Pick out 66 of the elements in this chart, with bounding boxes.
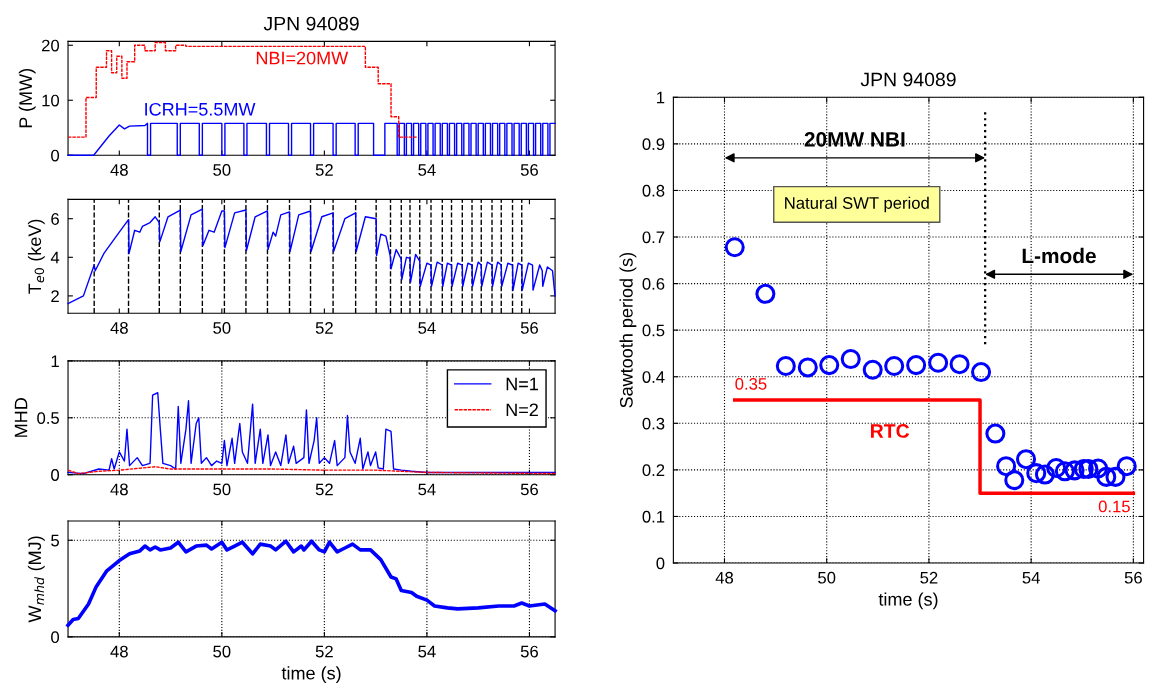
annotation: L-mode [1022,247,1096,264]
x-tick-label: 56 [520,645,538,658]
y-tick-label: 0.4 [642,371,665,383]
x-tick-label: 56 [520,322,538,334]
legend-label: N=1 [506,377,538,391]
y-tick-label: 4 [50,251,60,264]
annotation: 20MW NBI [804,131,905,147]
y-tick-label: 1 [657,91,665,104]
y-axis-title: P (MW) [18,69,36,128]
y-tick-label: 0 [51,469,60,481]
x-tick-label: 56 [520,483,538,496]
y-tick-label: 0.6 [642,277,665,290]
y-tick-label: 0.3 [642,417,665,430]
x-tick-label: 54 [418,322,436,334]
x-axis-title: time (s) [281,666,341,684]
y-tick-label: 20 [42,39,60,52]
x-tick-label: 50 [213,164,231,176]
y-tick-label: 0.1 [642,510,665,523]
x-tick-label: 50 [213,322,231,334]
data-label: 0.35 [735,377,767,390]
x-tick-label: 50 [213,645,231,658]
y-tick-label: 0 [51,631,60,644]
y-tick-label: 10 [42,94,60,107]
chart-title: JPN 94089 [263,16,359,31]
y-tick-label: 0 [656,557,665,570]
x-tick-label: 48 [715,571,734,584]
x-tick-label: 48 [110,322,128,334]
y-axis-title: Sawtooth period (s) [619,253,637,408]
x-tick-label: 54 [418,645,436,658]
x-tick-label: 52 [315,645,333,658]
x-tick-label: 56 [1124,571,1142,584]
y-axis-title: T$_{e0}$ (keV) [27,219,45,294]
y-tick-label: 0.8 [642,184,665,197]
legend-label: N=2 [506,403,538,417]
x-tick-label: 50 [213,483,231,496]
x-tick-label: 50 [818,571,836,584]
x-tick-label: 54 [418,483,436,496]
y-tick-label: 5 [51,534,59,547]
data-label: 0.15 [1098,500,1130,513]
y-tick-label: 0 [51,149,60,162]
chart-title: JPN 94089 [860,72,956,87]
y-tick-label: 0.7 [642,231,665,244]
series-label: RTC [870,424,910,438]
x-tick-label: 48 [110,645,128,658]
y-tick-label: 0.9 [642,138,665,151]
x-axis-title: time (s) [878,592,938,610]
x-tick-label: 52 [315,322,333,334]
x-tick-label: 52 [315,483,333,496]
x-tick-label: 56 [520,164,538,176]
annotation: Natural SWT period [785,196,929,213]
y-axis-title: MHD [14,398,28,437]
y-tick-label: 1 [51,355,59,367]
series-label: ICRH=5.5MW [145,102,256,116]
y-tick-label: 0.2 [642,464,665,477]
y-tick-label: 2 [51,290,59,302]
y-tick-label: 0.5 [642,324,665,337]
x-tick-label: 54 [418,164,436,176]
x-tick-label: 48 [110,483,128,496]
x-tick-label: 52 [920,571,938,584]
y-axis-title: W$_{mhd}$ (MJ) [27,536,45,623]
x-tick-label: 54 [1022,571,1040,584]
series-label: NBI=20MW [256,51,349,65]
x-tick-label: 52 [315,164,333,176]
y-tick-label: 6 [51,213,59,225]
y-tick-label: 0.5 [37,412,59,424]
x-tick-label: 48 [110,164,128,176]
